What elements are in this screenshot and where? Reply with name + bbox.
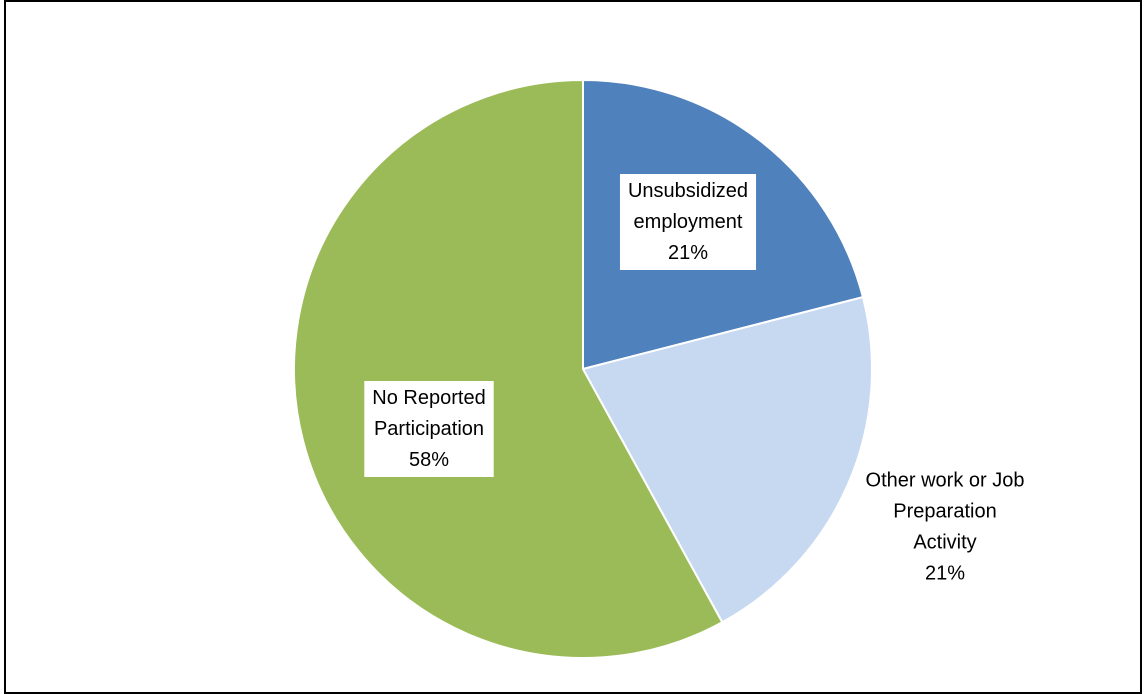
data-label-2: Other work or Job Preparation Activity 21% [866, 470, 1025, 585]
data-label-2-line-3: Activity [913, 532, 976, 554]
data-label-2-line-2: Preparation [893, 501, 996, 523]
data-label-3-line-1: No Reported [372, 387, 485, 409]
data-label-3-line-3: 58% [409, 449, 449, 471]
data-label-3: No Reported Participation 58% [364, 381, 494, 477]
pie-slices [293, 79, 873, 659]
pie-slice-2 [582, 296, 873, 624]
data-label-3-background [364, 381, 494, 477]
data-label-3-line-2: Participation [374, 418, 484, 440]
data-label-1-background [619, 174, 757, 270]
pie-slice-3 [293, 79, 724, 659]
data-label-1-line-3: 21% [668, 242, 708, 264]
data-label-1-line-1: Unsubsidized [628, 180, 748, 202]
data-label-1-line-2: employment [634, 211, 743, 233]
data-label-2-line-1: Other work or Job [866, 470, 1025, 492]
data-label-2-line-4: 21% [925, 563, 965, 585]
data-label-1: Unsubsidized employment 21% [619, 174, 757, 270]
